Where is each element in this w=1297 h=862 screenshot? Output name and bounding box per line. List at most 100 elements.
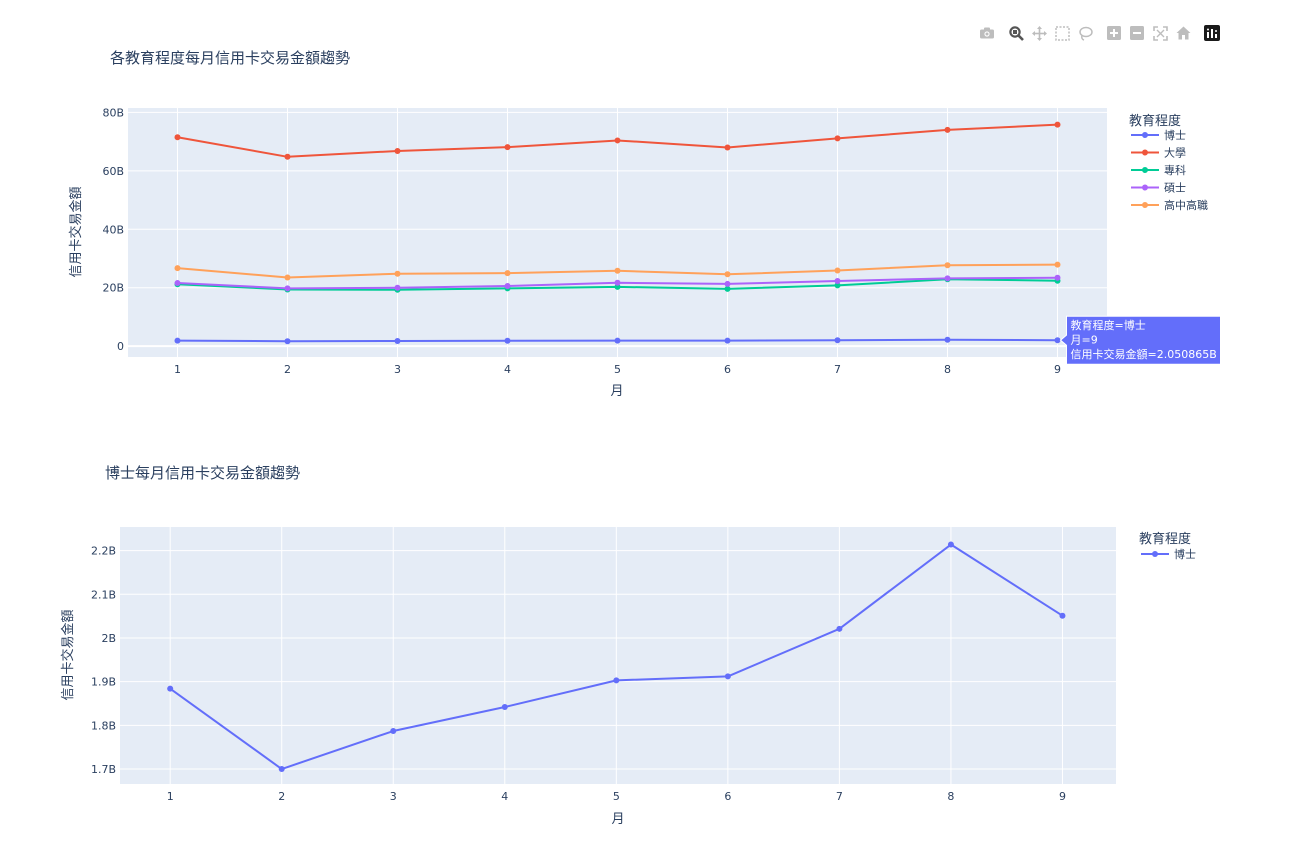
data-point[interactable] [834, 278, 841, 285]
x-tick-label: 3 [390, 790, 397, 803]
x-tick-label: 1 [167, 790, 174, 803]
legend-entry-label[interactable]: 大學 [1164, 146, 1186, 160]
y-tick-label: 40B [102, 223, 124, 236]
chart-1-series [174, 121, 1061, 345]
legend-marker[interactable] [1142, 132, 1148, 138]
x-tick-label: 8 [944, 363, 951, 376]
x-tick-label: 8 [947, 790, 954, 803]
pan-icon[interactable] [1030, 24, 1048, 42]
legend-marker[interactable] [1152, 551, 1158, 557]
camera-icon[interactable] [978, 24, 996, 42]
x-tick-label: 1 [174, 363, 181, 376]
legend-entry-label[interactable]: 博士 [1164, 129, 1186, 142]
data-point[interactable] [724, 144, 731, 151]
data-point[interactable] [1059, 612, 1066, 619]
data-point[interactable] [394, 147, 401, 154]
data-point[interactable] [174, 265, 181, 272]
data-point[interactable] [501, 703, 508, 710]
x-tick-label: 2 [284, 363, 291, 376]
legend-marker[interactable] [1142, 184, 1148, 191]
chart-2-title: 博士每月信用卡交易金額趨勢 [105, 464, 300, 482]
data-point[interactable] [834, 267, 841, 274]
data-point[interactable] [394, 284, 401, 291]
legend-marker[interactable] [1142, 202, 1148, 208]
data-point[interactable] [1054, 274, 1061, 281]
data-point[interactable] [1054, 261, 1061, 268]
hover-tooltip-line: 信用卡交易金額=2.050865B [1071, 347, 1217, 361]
data-point[interactable] [944, 336, 951, 343]
y-tick-label: 80B [102, 106, 124, 119]
data-point[interactable] [724, 285, 731, 292]
y-tick-label: 0 [117, 340, 124, 353]
data-point[interactable] [724, 271, 731, 278]
x-tick-label: 9 [1054, 363, 1061, 376]
y-tick-label: 1.7B [91, 763, 116, 776]
data-point[interactable] [834, 282, 841, 289]
data-point[interactable] [1054, 337, 1061, 344]
data-point[interactable] [834, 337, 841, 344]
x-tick-label: 7 [836, 790, 843, 803]
y-tick-label: 2.2B [91, 545, 116, 558]
data-point[interactable] [174, 280, 181, 287]
data-point[interactable] [944, 262, 951, 269]
data-point[interactable] [394, 337, 401, 344]
y-tick-label: 60B [102, 165, 124, 178]
legend-entry-label[interactable]: 碩士 [1164, 182, 1186, 195]
data-point[interactable] [284, 338, 291, 345]
y-tick-label: 2B [101, 632, 116, 645]
box-select-icon[interactable] [1053, 24, 1071, 42]
autoscale-icon[interactable] [1151, 24, 1169, 42]
data-point[interactable] [504, 282, 511, 289]
data-point[interactable] [1054, 121, 1061, 128]
chart-2: 博士每月信用卡交易金額趨勢 1 2 3 4 5 6 7 8 9 1.7B 1.8B 1.9B 2B 2.1… [60, 464, 1196, 827]
data-point[interactable] [284, 153, 291, 160]
legend-marker[interactable] [1142, 149, 1148, 156]
data-point[interactable] [394, 270, 401, 277]
chart-2-ticks: 1 2 3 4 5 6 7 8 9 1.7B 1.8B 1.9B 2B 2.1B 2.2B [91, 545, 1066, 803]
chart-2-plot-area[interactable] [120, 527, 1116, 784]
data-point[interactable] [944, 275, 951, 282]
legend-entry-label[interactable]: 高中高職 [1164, 198, 1208, 212]
legend-entry-label[interactable]: 博士 [1174, 548, 1196, 561]
data-point[interactable] [504, 337, 511, 344]
chart-2-gridlines [120, 527, 1116, 784]
chart-2-legend-title: 教育程度 [1139, 531, 1191, 547]
data-point[interactable] [614, 337, 621, 344]
data-point[interactable] [284, 274, 291, 281]
data-point[interactable] [504, 144, 511, 151]
zoom-out-icon[interactable] [1128, 24, 1146, 42]
data-point[interactable] [504, 270, 511, 277]
data-point[interactable] [174, 337, 181, 344]
chart-1-title: 各教育程度每月信用卡交易金額趨勢 [110, 49, 350, 67]
data-point[interactable] [724, 673, 731, 680]
plotly-logo-icon[interactable] [1203, 24, 1221, 42]
y-tick-label: 1.9B [91, 676, 116, 689]
data-point[interactable] [284, 285, 291, 292]
lasso-select-icon[interactable] [1076, 24, 1094, 42]
x-tick-label: 4 [504, 363, 511, 376]
data-point[interactable] [947, 541, 954, 548]
data-point[interactable] [613, 677, 620, 684]
modebar [978, 24, 1226, 42]
data-point[interactable] [834, 135, 841, 142]
data-point[interactable] [390, 728, 397, 735]
data-point[interactable] [724, 280, 731, 287]
data-point[interactable] [724, 337, 731, 344]
data-point[interactable] [944, 126, 951, 133]
data-point[interactable] [614, 267, 621, 274]
legend-marker[interactable] [1142, 167, 1148, 173]
data-point[interactable] [174, 134, 181, 141]
reset-axes-icon[interactable] [1174, 24, 1192, 42]
x-tick-label: 7 [834, 363, 841, 376]
y-tick-label: 2.1B [91, 588, 116, 601]
data-point[interactable] [614, 137, 621, 144]
data-point[interactable] [278, 766, 285, 773]
zoom-in-icon[interactable] [1105, 24, 1123, 42]
data-point[interactable] [614, 279, 621, 286]
data-point[interactable] [167, 685, 174, 692]
data-point[interactable] [836, 625, 843, 632]
legend-entry-label[interactable]: 專科 [1164, 163, 1186, 177]
zoom-icon[interactable] [1007, 24, 1025, 42]
